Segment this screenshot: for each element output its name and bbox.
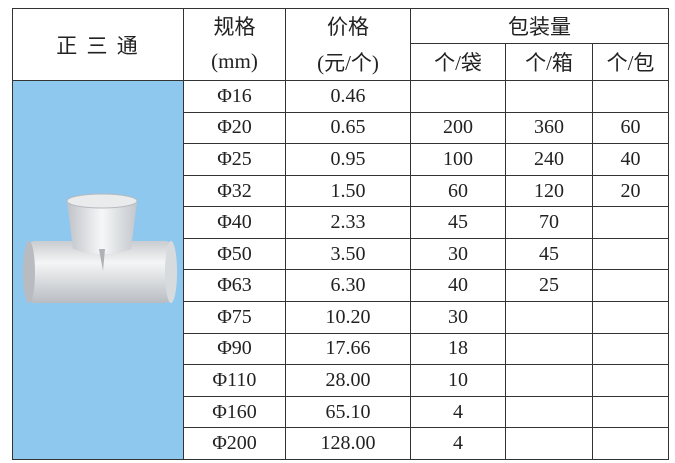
qty-bag: 4 xyxy=(410,395,506,429)
qty-pack xyxy=(591,80,670,113)
price-header: 价格 xyxy=(285,8,411,44)
spec: Φ32 xyxy=(183,174,286,208)
qty-pack xyxy=(591,206,670,239)
data-row: Φ63 6.30 40 25 xyxy=(13,269,670,303)
qty-pack xyxy=(591,301,670,334)
packing-unit: 个/箱 xyxy=(505,43,593,81)
data-row: Φ25 0.95 100 240 40 xyxy=(13,143,670,176)
qty-box: 70 xyxy=(505,206,593,239)
qty-pack xyxy=(591,269,670,303)
price: 2.33 xyxy=(285,206,411,239)
qty-bag: 30 xyxy=(410,301,506,334)
socket-rim xyxy=(66,193,138,209)
header-row: 正 三 通 规格 价格 包装量 xyxy=(12,8,670,81)
qty-box xyxy=(505,301,593,334)
spec: Φ110 xyxy=(183,364,286,397)
qty-box xyxy=(505,80,593,113)
spec: Φ25 xyxy=(183,143,286,176)
price: 1.50 xyxy=(285,174,411,208)
price: 3.50 xyxy=(285,237,411,271)
pipe-branch xyxy=(67,201,137,254)
tee-illustration xyxy=(23,193,177,303)
price: 6.30 xyxy=(285,269,411,303)
price: 0.65 xyxy=(285,111,411,145)
spec: Φ90 xyxy=(183,332,286,366)
data-row: Φ160 65.10 4 xyxy=(13,395,670,429)
qty-box: 240 xyxy=(505,143,593,176)
qty-box: 45 xyxy=(505,237,593,271)
qty-bag xyxy=(410,80,506,113)
qty-bag: 45 xyxy=(410,206,506,239)
qty-box xyxy=(505,395,593,429)
packing-header: 包装量 xyxy=(409,8,670,44)
spec: Φ200 xyxy=(183,427,286,460)
qty-pack xyxy=(591,395,670,429)
price: 28.00 xyxy=(285,364,411,397)
qty-bag: 30 xyxy=(410,237,506,271)
qty-pack xyxy=(591,237,670,271)
qty-bag: 4 xyxy=(410,427,506,460)
price: 128.00 xyxy=(285,427,411,460)
qty-box xyxy=(505,332,593,366)
spec: Φ63 xyxy=(183,269,286,303)
spec: Φ40 xyxy=(183,206,286,239)
qty-box: 360 xyxy=(505,111,593,145)
spec: Φ50 xyxy=(183,237,286,271)
packing-unit: 个/袋 xyxy=(410,43,506,81)
price-table: 正 三 通 规格 价格 包装量 (mm) (元/个) 个/袋 个/箱 个/包 Φ… xyxy=(12,8,670,460)
product-title: 正 三 通 xyxy=(12,8,184,81)
price-unit: (元/个) xyxy=(285,43,411,81)
data-row: Φ90 17.66 18 xyxy=(13,332,670,366)
packing-unit: 个/包 xyxy=(591,43,670,81)
pipe-end xyxy=(165,241,177,303)
qty-bag: 40 xyxy=(410,269,506,303)
qty-bag: 60 xyxy=(410,174,506,208)
pipe-body xyxy=(27,241,173,303)
qty-box xyxy=(505,427,593,460)
spec: Φ20 xyxy=(183,111,286,145)
gate-mark xyxy=(99,249,105,271)
qty-box: 120 xyxy=(505,174,593,208)
spec-header: 规格 xyxy=(183,8,286,44)
qty-pack xyxy=(591,332,670,366)
price: 65.10 xyxy=(285,395,411,429)
spec: Φ16 xyxy=(183,80,286,113)
qty-bag: 10 xyxy=(410,364,506,397)
spec-unit: (mm) xyxy=(183,43,286,81)
qty-pack: 60 xyxy=(591,111,670,145)
spec: Φ75 xyxy=(183,301,286,334)
data-row: Φ200 128.00 4 xyxy=(13,427,670,460)
qty-bag: 200 xyxy=(410,111,506,145)
price: 10.20 xyxy=(285,301,411,334)
data-row: Φ20 0.65 200 360 60 xyxy=(13,111,670,145)
qty-bag: 18 xyxy=(410,332,506,366)
data-row: Φ32 1.50 60 120 20 xyxy=(13,174,670,208)
spec: Φ160 xyxy=(183,395,286,429)
qty-pack: 40 xyxy=(591,143,670,176)
qty-pack: 20 xyxy=(591,174,670,208)
pipe-end xyxy=(23,241,35,303)
price: 17.66 xyxy=(285,332,411,366)
qty-box xyxy=(505,364,593,397)
qty-box: 25 xyxy=(505,269,593,303)
qty-pack xyxy=(591,427,670,460)
qty-bag: 100 xyxy=(410,143,506,176)
price: 0.46 xyxy=(285,80,411,113)
data-row: Φ110 28.00 10 xyxy=(13,364,670,397)
data-row: Φ16 0.46 xyxy=(12,80,670,460)
price: 0.95 xyxy=(285,143,411,176)
qty-pack xyxy=(591,364,670,397)
header-row: (mm) (元/个) 个/袋 个/箱 个/包 xyxy=(13,43,670,81)
data-row: Φ50 3.50 30 45 xyxy=(13,237,670,271)
table-body: 正 三 通 规格 价格 包装量 (mm) (元/个) 个/袋 个/箱 个/包 Φ… xyxy=(12,8,670,460)
product-image xyxy=(12,80,184,460)
